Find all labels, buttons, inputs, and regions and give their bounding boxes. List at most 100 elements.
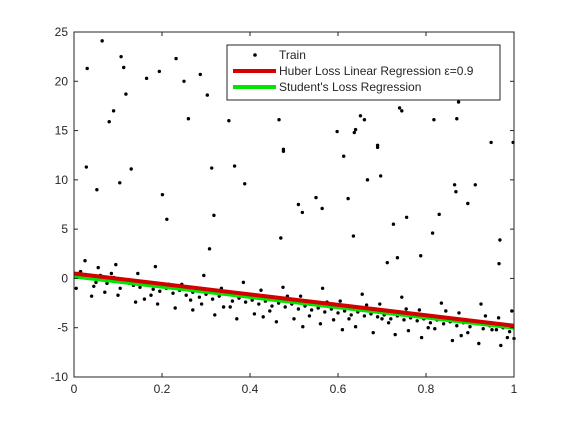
legend-train-label: Train [279,48,306,62]
train-point [352,130,356,135]
train-point [165,217,169,221]
y-axis-ticks: -10 -5 0 5 10 15 20 25 [51,25,514,384]
train-point [95,188,99,192]
train-point [490,327,494,332]
train-point [252,312,257,316]
train-point [257,302,261,306]
train-point [129,167,133,171]
train-point [489,140,493,145]
train-point [243,300,248,304]
y-tick-label: 15 [55,124,69,138]
train-point [419,335,424,340]
train-point [307,314,312,318]
train-point [107,120,111,124]
train-point [351,234,356,238]
train-point [406,328,411,333]
train-point [426,326,430,330]
train-point [402,318,406,322]
train-point [360,292,364,296]
train-point [149,293,153,297]
train-point [268,309,272,313]
train-point [353,127,358,132]
train-point [323,310,327,314]
train-point [450,338,455,343]
legend-train-marker [253,53,257,57]
train-point [85,66,89,71]
train-point [496,316,501,320]
legend-huber-label: Huber Loss Linear Regression ε=0.9 [279,64,474,78]
train-point [400,109,404,113]
train-point [473,183,477,187]
train-point [362,314,367,318]
train-point [138,285,142,289]
train-point [158,289,162,293]
train-point [182,79,186,83]
train-point [191,308,195,312]
train-point [477,341,481,346]
train-point [202,273,206,278]
train-point [198,72,202,77]
train-point [235,317,239,321]
train-point [385,260,389,265]
train-point [430,231,435,235]
student-regression-line [73,274,515,330]
train-point [298,294,303,298]
train-point [386,321,391,325]
train-point [342,154,346,158]
train-point [171,291,175,295]
train-point [296,202,301,207]
train-point [83,258,87,263]
train-point [365,178,370,182]
y-tick-label: 10 [55,173,69,187]
train-point [371,330,375,335]
x-tick-label: 0.8 [418,382,435,396]
train-point [452,183,457,187]
train-point [494,327,499,332]
train-point [144,76,149,81]
legend: Train Huber Loss Linear Regression ε=0.9… [226,44,501,101]
train-point [243,182,247,186]
y-tick-label: 5 [61,222,68,236]
regression-lines [73,271,515,330]
train-point [109,271,114,276]
train-point [111,109,116,113]
train-point [94,280,98,285]
train-point [459,333,463,338]
train-point [336,311,340,315]
train-point [279,236,283,240]
train-point [296,307,301,311]
train-point [466,201,470,206]
train-point [364,303,369,307]
train-point [395,256,400,260]
train-point [346,196,350,201]
train-point [507,329,512,334]
x-tick-label: 0.6 [330,382,347,396]
train-point [92,284,96,289]
train-point [468,325,472,329]
train-point [227,119,231,123]
train-point [213,313,217,317]
train-point [335,129,339,134]
train-point [74,286,78,290]
train-point [397,106,402,110]
train-point [116,293,120,297]
train-point [259,288,263,292]
train-point [510,309,514,313]
train-point [498,238,502,242]
train-point [281,285,285,289]
x-tick-label: 0.2 [154,382,171,396]
train-point [84,165,89,169]
train-point [349,313,353,317]
train-point [497,261,501,266]
train-point [432,118,436,122]
train-point [114,262,118,267]
train-point [89,294,94,298]
train-point [186,117,191,121]
train-point [378,302,382,306]
train-point [331,318,336,322]
train-point [389,317,393,321]
train-point [320,206,324,211]
train-point [228,305,232,309]
train-point [133,300,138,304]
